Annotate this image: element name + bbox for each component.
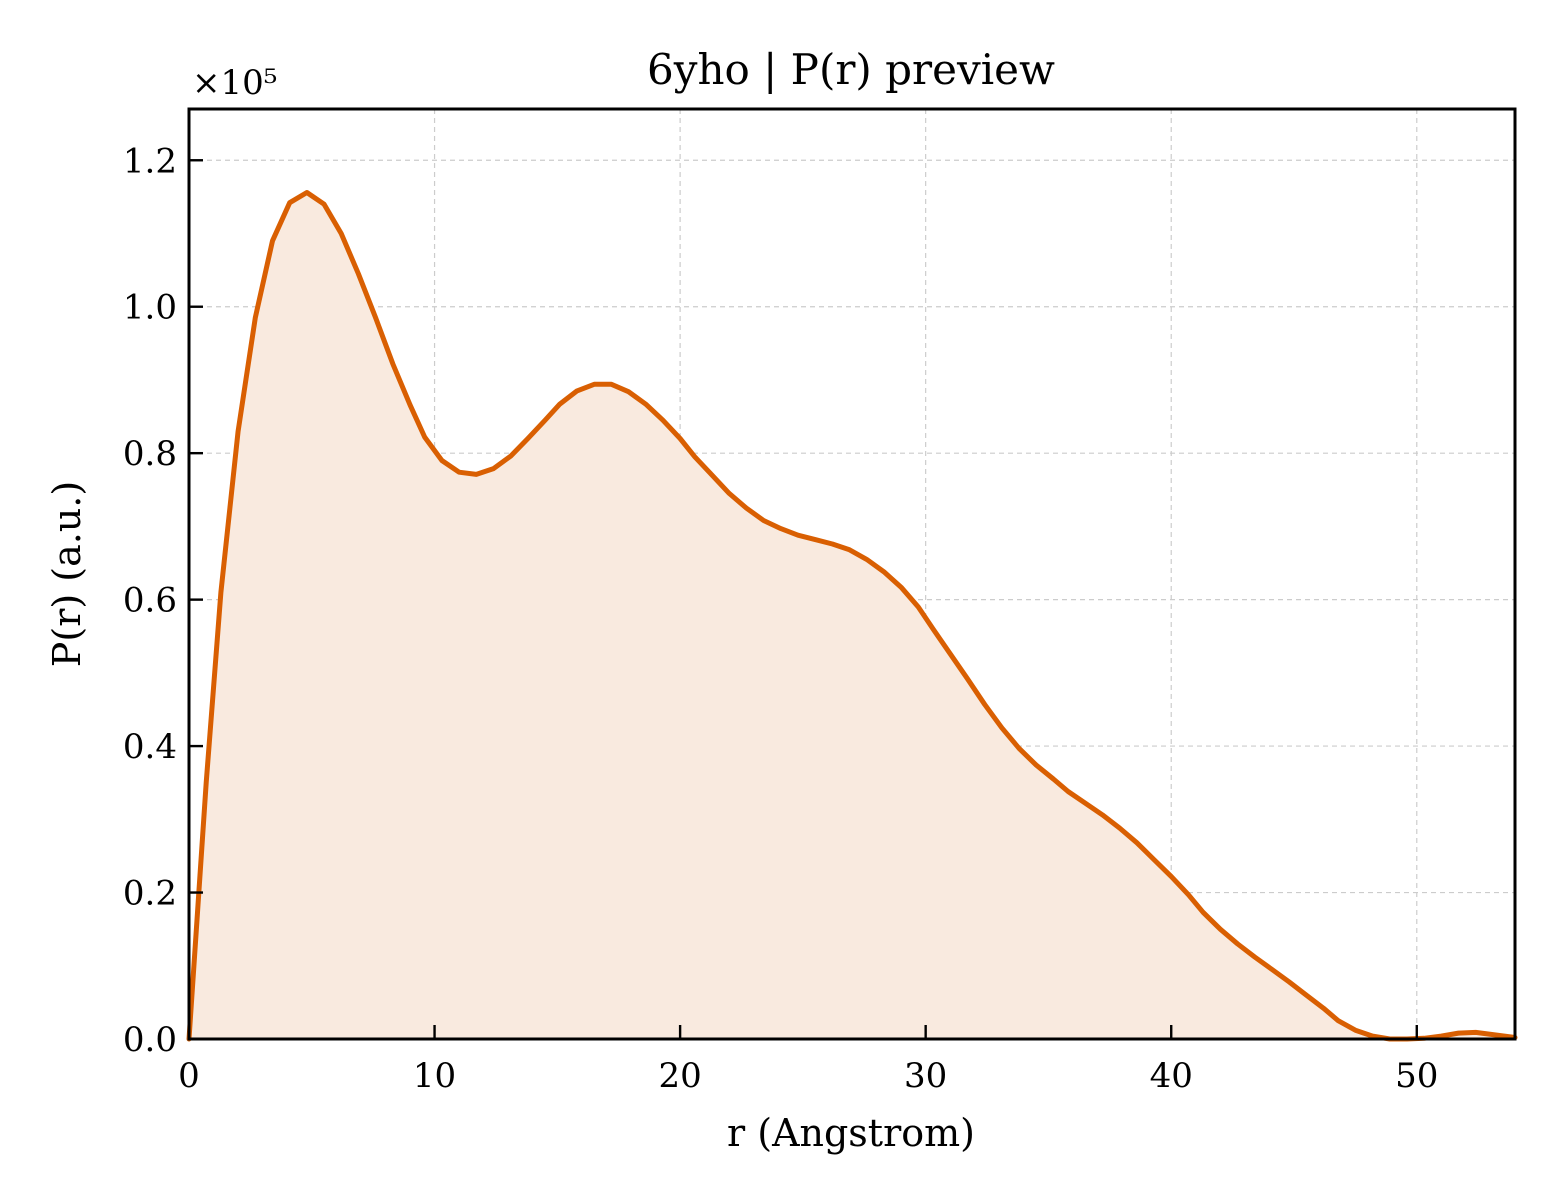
- x-axis-label: r (Angstrom): [727, 1111, 975, 1155]
- y-axis-label: P(r) (a.u.): [45, 481, 89, 667]
- x-tick-label: 10: [413, 1056, 456, 1096]
- x-tick-label: 20: [658, 1056, 701, 1096]
- x-tick-label: 30: [904, 1056, 947, 1096]
- y-offset-label: ×10⁵: [192, 63, 277, 103]
- chart-title: 6yho | P(r) preview: [647, 45, 1055, 94]
- y-tick-label: 0.6: [123, 581, 177, 621]
- pr-curve: [186, 190, 1518, 1042]
- x-tick-label: 40: [1150, 1056, 1193, 1096]
- y-tick-label: 1.0: [123, 288, 177, 328]
- y-tick-label: 0.0: [123, 1020, 177, 1060]
- ticks: 0 10 20 30 40 50 0.0 0.2 0.4 0.6 0.8 1.0 1.2: [123, 141, 1438, 1096]
- y-tick-label: 0.8: [123, 434, 177, 474]
- plot-frame: [187, 107, 1517, 1041]
- y-tick-label: 0.2: [123, 874, 177, 914]
- x-tick-label: 0: [178, 1056, 200, 1096]
- pr-area-fill: [189, 192, 1515, 1039]
- y-tick-label: 1.2: [123, 141, 177, 181]
- y-tick-label: 0.4: [123, 727, 177, 767]
- x-tick-label: 50: [1395, 1056, 1438, 1096]
